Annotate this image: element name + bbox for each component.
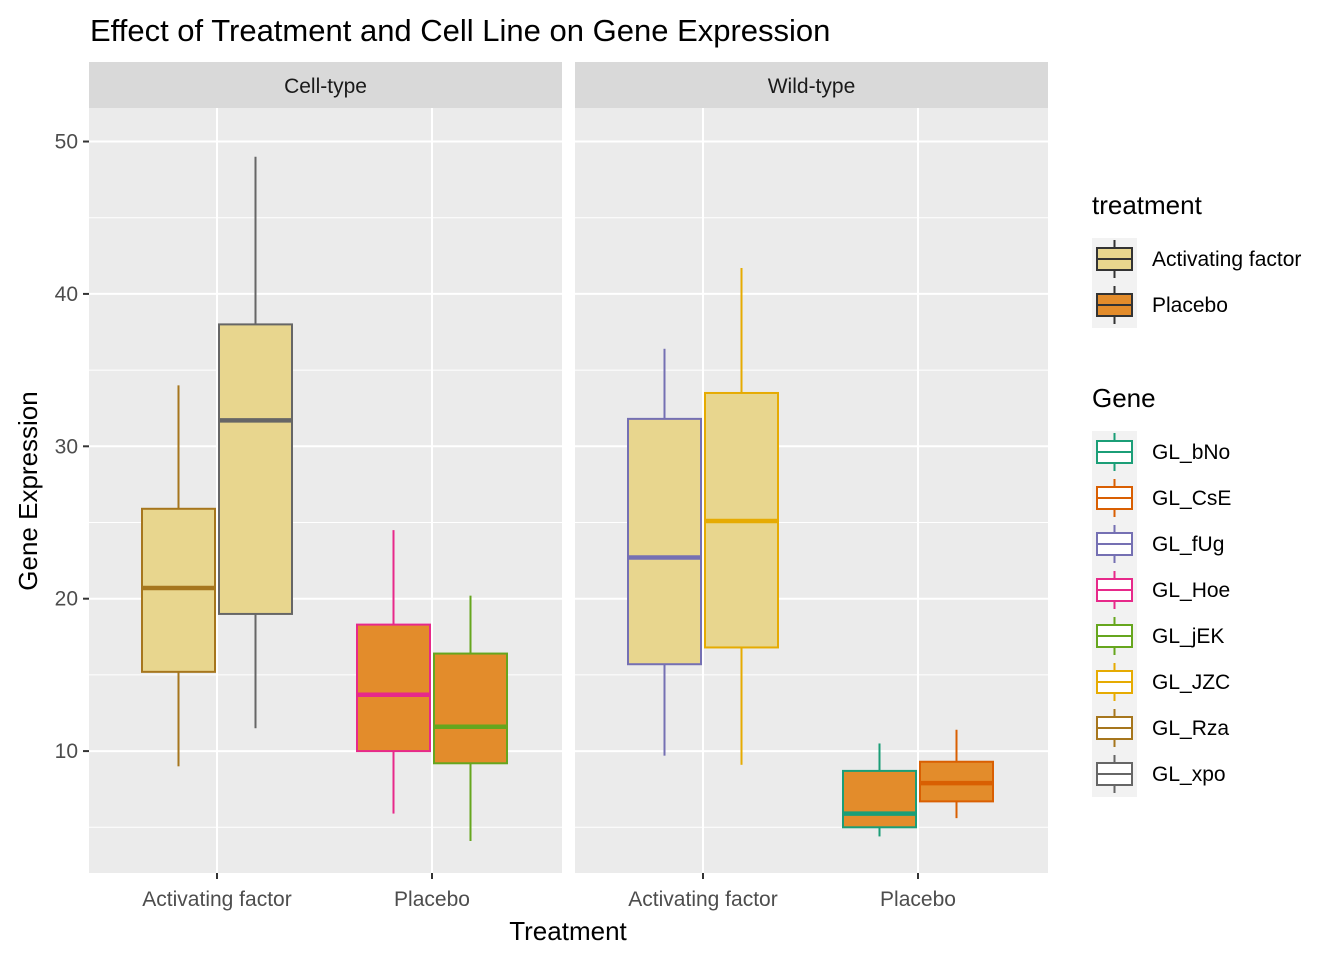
box-body (218, 323, 293, 615)
facet-panel-wild-type: Wild-type (575, 62, 1048, 873)
x-axis-title: Treatment (509, 916, 627, 946)
box-wild-type-gl-jzc (704, 268, 779, 765)
box-wild-type-gl-cse (919, 729, 994, 819)
legend-item-gl-jzc: GL_JZC (1096, 663, 1230, 701)
legend-item-gl-rza: GL_Rza (1096, 709, 1229, 747)
box-cell-type-gl-hoe (356, 530, 431, 814)
box-body (356, 623, 431, 753)
legend-item-label: GL_bNo (1152, 441, 1230, 464)
box-cell-type-gl-xpo (218, 156, 293, 729)
facet-panel-cell-type: Cell-type (89, 62, 562, 873)
box-body (627, 417, 702, 666)
chart-title: Effect of Treatment and Cell Line on Gen… (90, 13, 830, 48)
legend-gene: Gene GL_bNo GL_CsE GL_fUg GL_Hoe GL_jEK GL_JZC… (1092, 383, 1231, 797)
legend-item-label: GL_jEK (1152, 625, 1224, 648)
legend-item-label: Placebo (1152, 294, 1228, 317)
facet-panels: Cell-type Wild-type (89, 62, 1048, 873)
box-body (433, 652, 508, 765)
x-tick-label: Activating factor (628, 888, 777, 911)
y-tick-label: 50 (55, 131, 78, 154)
x-tick-label: Activating factor (142, 888, 291, 911)
legend-item-label: GL_Hoe (1152, 579, 1230, 602)
facet-strip (89, 62, 562, 108)
legend-item-label: GL_fUg (1152, 533, 1224, 556)
y-tick-label: 40 (55, 283, 78, 306)
legend-item-gl-hoe: GL_Hoe (1096, 571, 1230, 609)
legend-item-gl-fug: GL_fUg (1096, 525, 1224, 563)
y-tick-label: 10 (55, 740, 78, 763)
x-tick-label: Placebo (880, 888, 956, 911)
box-cell-type-gl-jek (433, 595, 508, 841)
facet-strip-label: Cell-type (284, 75, 367, 98)
legend-item-label: GL_JZC (1152, 671, 1230, 694)
legend-item-label: GL_Rza (1152, 717, 1229, 740)
y-tick-label: 30 (55, 435, 78, 458)
facet-strip-label: Wild-type (768, 75, 856, 98)
legend-item-label: Activating factor (1152, 248, 1301, 271)
facet-strip (575, 62, 1048, 108)
legend-title: Gene (1092, 383, 1156, 413)
legend-item-label: GL_CsE (1152, 487, 1231, 510)
legend-item-activating-factor: Activating factor (1096, 240, 1301, 278)
box-wild-type-gl-fug (627, 348, 702, 756)
box-body (842, 769, 917, 829)
box-cell-type-gl-rza (141, 385, 216, 767)
legend-item-gl-cse: GL_CsE (1096, 479, 1231, 517)
y-tick-label: 20 (55, 588, 78, 611)
legend-item-gl-bno: GL_bNo (1096, 433, 1230, 471)
y-axis-title: Gene Expression (13, 391, 43, 590)
legend-item-gl-xpo: GL_xpo (1096, 755, 1226, 793)
legend-item-placebo: Placebo (1096, 286, 1228, 324)
x-axis: Activating factor Placebo Activating facto… (142, 873, 956, 911)
legend-title: treatment (1092, 190, 1203, 220)
x-tick-label: Placebo (394, 888, 470, 911)
box-body (141, 507, 216, 673)
legend-item-gl-jek: GL_jEK (1096, 617, 1224, 655)
legend-treatment: treatment Activating factor Placebo (1092, 190, 1301, 328)
box-wild-type-gl-bno (842, 743, 917, 837)
y-axis: 10 20 30 40 50 (55, 131, 89, 763)
legend-item-label: GL_xpo (1152, 763, 1226, 786)
